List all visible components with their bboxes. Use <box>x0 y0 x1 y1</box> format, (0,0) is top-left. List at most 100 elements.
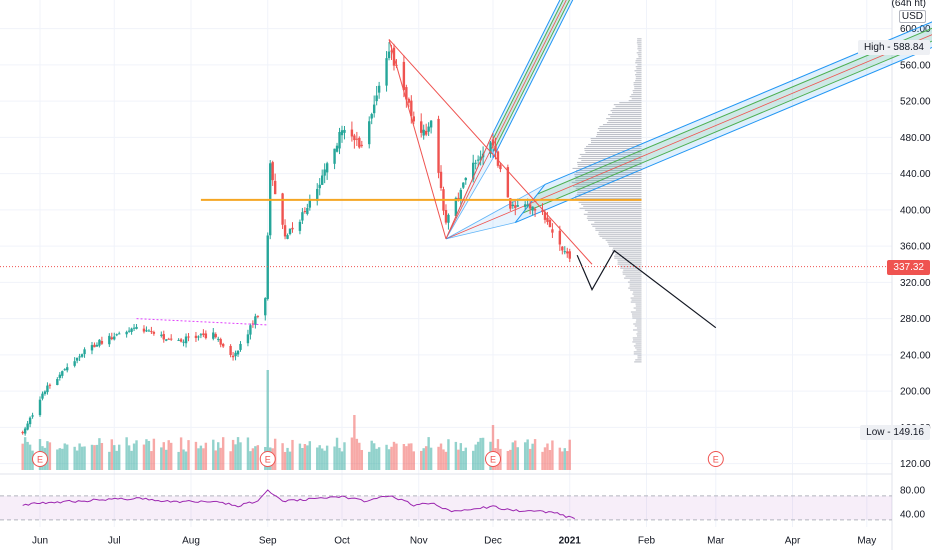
volume-bar <box>26 441 29 470</box>
candle-body <box>75 357 79 361</box>
volume-profile-bar <box>617 259 642 261</box>
earnings-marker <box>32 451 48 467</box>
volume-bar <box>283 451 287 470</box>
candle-body <box>360 144 364 146</box>
volume-bar <box>187 440 190 470</box>
volume-profile-bar <box>629 285 642 287</box>
rsi-band <box>0 495 892 520</box>
volume-profile-bar <box>608 120 642 122</box>
volume-bar <box>358 442 361 470</box>
volume-bar <box>48 442 52 470</box>
volume-bar <box>395 443 398 470</box>
volume-bar <box>439 443 443 470</box>
candle-body <box>368 121 371 145</box>
volume-profile-bar <box>598 233 642 235</box>
price-tick-label: 280.00 <box>900 314 931 325</box>
volume-bar <box>145 439 148 470</box>
volume-bar <box>273 438 277 470</box>
candle-body <box>177 339 180 341</box>
volume-bar <box>387 449 391 470</box>
candle-body <box>511 204 515 207</box>
volume-bar <box>256 445 260 470</box>
volume-bar <box>46 441 49 470</box>
volume-profile-bar <box>636 68 642 70</box>
volume-bar <box>481 437 485 470</box>
candle-body <box>234 352 237 357</box>
price-tick-label: 560.00 <box>900 60 931 71</box>
volume-profile-bar <box>615 106 642 108</box>
volume-profile-bar <box>631 313 642 315</box>
volume-profile-bar <box>636 52 642 54</box>
volume-profile-bar <box>627 281 642 283</box>
volume-profile-bar <box>594 221 642 223</box>
candle-body <box>214 334 217 338</box>
volume-bar <box>528 448 532 470</box>
volume-profile-bar <box>637 44 642 46</box>
volume-profile-bar <box>636 72 642 74</box>
volume-profile-bar <box>632 90 642 92</box>
volume-profile-bar <box>608 114 642 116</box>
candle-body <box>464 177 467 181</box>
volume-bar <box>563 448 566 470</box>
volume-profile-bar <box>622 273 642 275</box>
volume-profile-bar <box>612 251 642 253</box>
candle-body <box>125 331 128 335</box>
candle-body <box>402 61 406 90</box>
volume-profile-bar <box>634 325 642 327</box>
candle-body <box>256 315 260 317</box>
candle-body <box>66 367 69 371</box>
volume-bar <box>427 437 430 470</box>
volume-profile-bar <box>635 359 642 361</box>
candle-body <box>219 339 222 345</box>
candle-body <box>526 205 529 207</box>
candle-body <box>98 339 101 346</box>
volume-bar <box>392 441 396 470</box>
time-tick-label: Oct <box>334 536 350 547</box>
volume-bar <box>459 443 463 470</box>
volume-bar <box>28 444 32 470</box>
volume-profile-bar <box>587 215 642 217</box>
price-tick-label: 360.00 <box>900 242 931 253</box>
candle-body <box>229 345 232 356</box>
volume-profile-bar <box>635 347 642 349</box>
volume-profile-bar <box>637 355 642 357</box>
volume-profile-bar <box>575 187 642 189</box>
candle-body <box>338 132 341 149</box>
volume-profile-bar <box>591 223 642 225</box>
volume-bar <box>217 442 220 470</box>
volume-bar <box>350 437 354 470</box>
candle-body <box>113 336 116 340</box>
time-tick-label: Sep <box>259 536 277 547</box>
candle-body <box>479 156 482 161</box>
volume-profile-bar <box>637 38 642 40</box>
volume-bar <box>80 446 84 470</box>
currency-label[interactable]: USD <box>898 10 926 23</box>
volume-profile-bar <box>636 58 642 60</box>
price-tick-label: 240.00 <box>900 350 931 361</box>
volume-bar <box>108 451 111 470</box>
candle-body <box>160 334 163 336</box>
pitchfork-handle <box>445 222 516 240</box>
volume-bar <box>424 446 428 470</box>
volume-profile-bar <box>583 213 642 215</box>
volume-profile-bar <box>583 205 642 207</box>
volume-profile-bar <box>614 255 642 257</box>
time-tick-label: Dec <box>484 536 502 547</box>
volume-profile-bar <box>629 96 642 98</box>
pivot-line <box>388 39 593 265</box>
candle-body <box>73 361 76 366</box>
volume-bar <box>568 439 571 470</box>
candle-body <box>58 374 62 378</box>
candle-body <box>127 330 131 332</box>
volume-profile-bar <box>637 331 642 333</box>
volume-profile-bar <box>595 227 642 229</box>
volume-profile-bar <box>629 283 642 285</box>
volume-bar <box>246 437 250 470</box>
candle-body <box>301 212 304 221</box>
volume-bar <box>454 441 458 470</box>
volume-bar <box>63 443 66 470</box>
volume-bar <box>531 443 534 470</box>
volume-profile-bar <box>585 145 642 148</box>
candle-body <box>563 251 566 253</box>
